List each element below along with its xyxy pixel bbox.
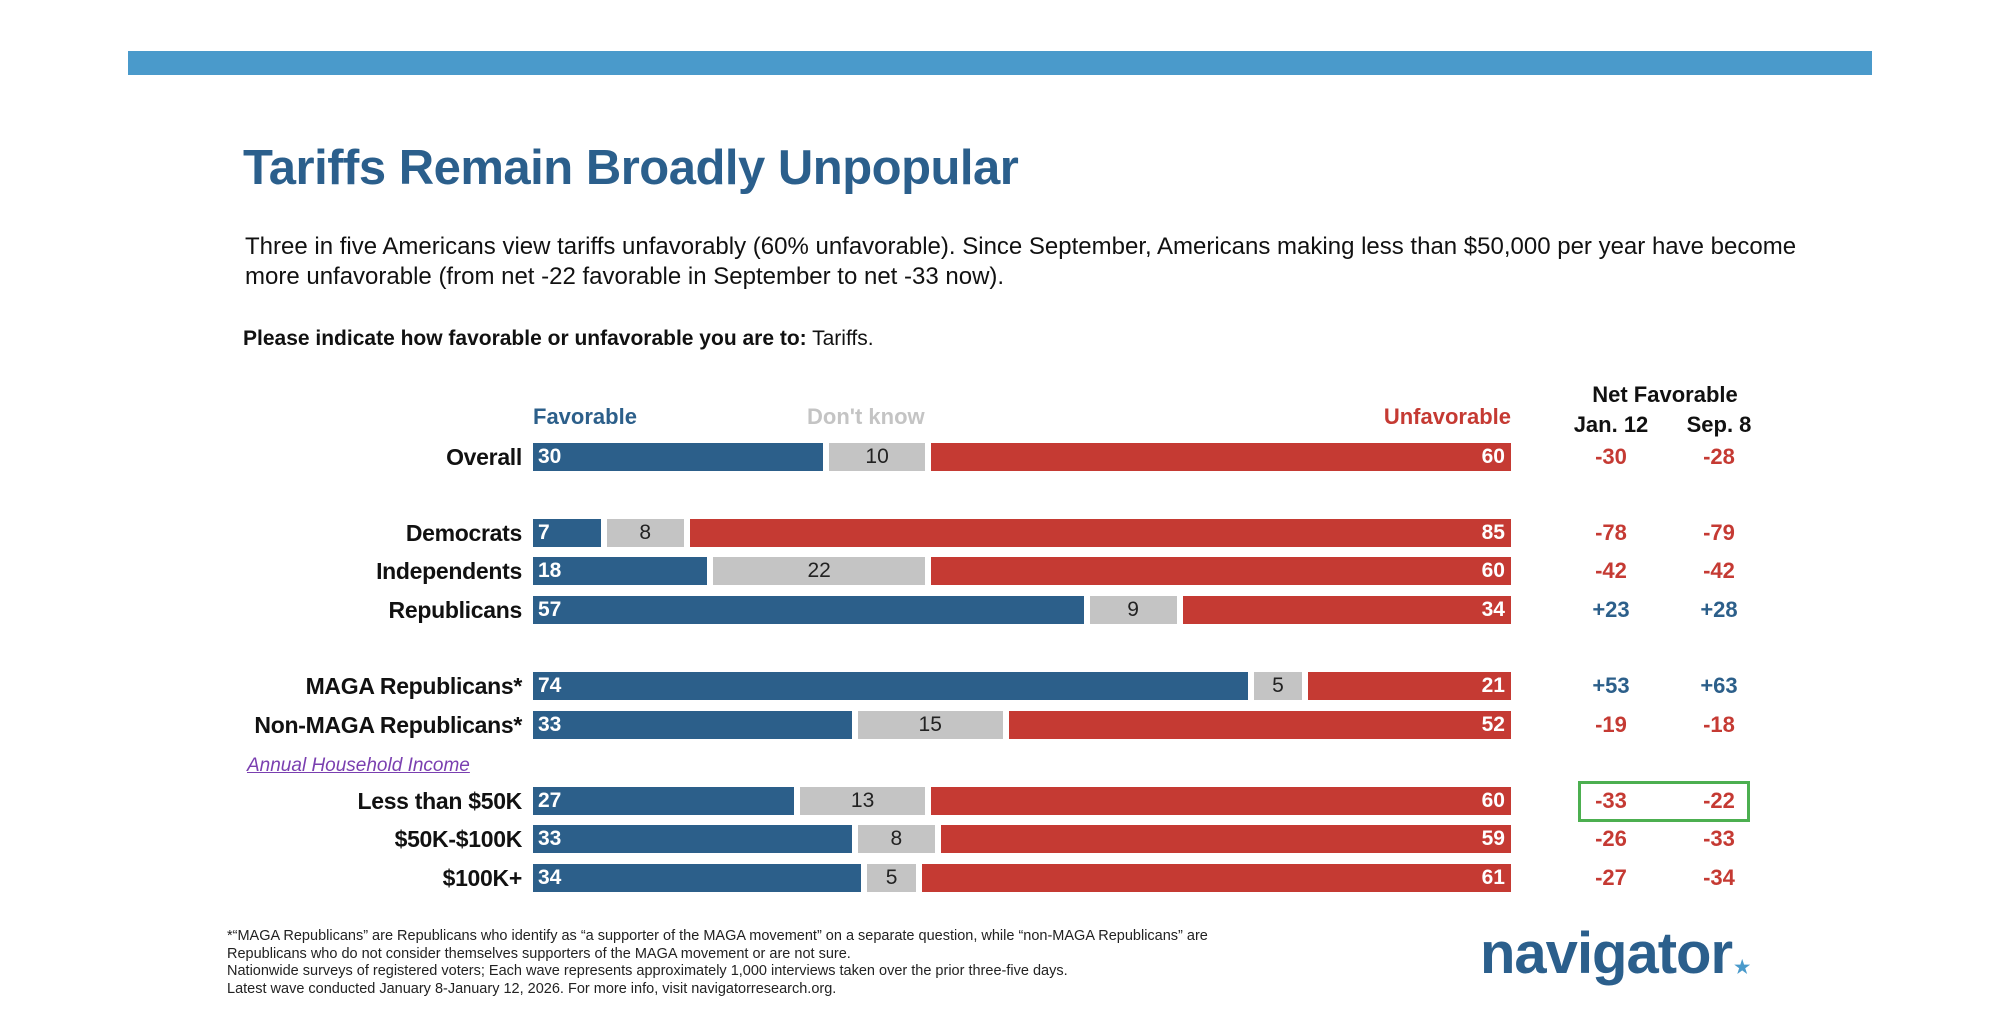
bar-unfavorable: 61 <box>921 864 1511 892</box>
net-favorable-value: -19 <box>1595 712 1627 737</box>
legend-favorable: Favorable <box>533 404 637 429</box>
row-label: Less than $50K <box>357 788 522 814</box>
bar-dont-know: 10 <box>828 443 926 471</box>
footnote-line: *“MAGA Republicans” are Republicans who … <box>227 928 1208 944</box>
bar-unfavorable: 85 <box>689 519 1511 547</box>
group-label-income: Annual Household Income <box>247 755 470 776</box>
bar-favorable: 33 <box>533 825 852 853</box>
row-label: Overall <box>446 444 522 470</box>
net-favorable-value: +53 <box>1592 673 1630 698</box>
bar-dont-know: 8 <box>606 519 684 547</box>
logo-text: navigator <box>1480 921 1733 986</box>
top-accent-bar <box>128 51 1872 75</box>
subtitle: Three in five Americans view tariffs unf… <box>245 233 1797 290</box>
footnote-line: Nationwide surveys of registered voters;… <box>227 963 1068 979</box>
bar-dont-know: 5 <box>1253 672 1303 700</box>
net-column-sep8: Sep. 8 <box>1686 412 1752 437</box>
net-favorable-value: -27 <box>1595 865 1627 890</box>
bar-favorable: 33 <box>533 711 852 739</box>
bar-unfavorable: 60 <box>931 557 1511 585</box>
bar-favorable: 27 <box>533 787 794 815</box>
bar-dont-know: 9 <box>1089 596 1177 624</box>
net-favorable-value: -22 <box>1703 788 1735 813</box>
bar-unfavorable: 52 <box>1008 711 1511 739</box>
footnote-line: Latest wave conducted January 8-January … <box>227 980 837 997</box>
net-favorable-value: -79 <box>1703 520 1735 545</box>
row-label: Republicans <box>388 597 523 623</box>
logo-star-icon: ★ <box>1734 957 1750 977</box>
net-favorable-value: +63 <box>1700 673 1738 698</box>
net-favorable-value: -26 <box>1595 826 1627 851</box>
question-prompt: Please indicate how favorable or unfavor… <box>243 327 807 350</box>
row-label: Independents <box>376 558 522 584</box>
bar-unfavorable: 34 <box>1182 596 1511 624</box>
bar-favorable: 74 <box>533 672 1248 700</box>
net-favorable-value: +28 <box>1700 597 1738 622</box>
page-title: Tariffs Remain Broadly Unpopular <box>243 141 1019 195</box>
highlight-box <box>1578 781 1750 822</box>
bar-dont-know: 5 <box>867 864 916 892</box>
bar-dont-know: 22 <box>712 557 926 585</box>
net-favorable-value: -18 <box>1703 712 1735 737</box>
bar-favorable: 57 <box>533 596 1084 624</box>
survey-question: Please indicate how favorable or unfavor… <box>243 327 874 351</box>
net-column-jan12: Jan. 12 <box>1573 412 1649 437</box>
bar-favorable: 30 <box>533 443 823 471</box>
net-favorable-value: +23 <box>1592 597 1630 622</box>
bar-dont-know: 13 <box>799 787 926 815</box>
net-favorable-value: -30 <box>1595 444 1627 469</box>
net-favorable-value: -34 <box>1703 865 1735 890</box>
net-favorable-value: -42 <box>1595 558 1627 583</box>
legend-dont-know: Don't know <box>807 404 925 429</box>
navigator-logo: navigator ★ <box>1480 920 1750 987</box>
row-label: MAGA Republicans* <box>305 673 523 699</box>
bar-favorable: 34 <box>533 864 862 892</box>
footnote: *“MAGA Republicans” are Republicans who … <box>227 928 1208 998</box>
row-label: $50K-$100K <box>394 826 523 852</box>
footnote-line: Republicans who do not consider themselv… <box>227 945 851 962</box>
question-subject: Tariffs. <box>806 327 874 350</box>
row-label: $100K+ <box>442 865 523 891</box>
net-favorable-value: -28 <box>1703 444 1735 469</box>
bar-dont-know: 15 <box>857 711 1003 739</box>
net-favorable-value: -33 <box>1595 788 1627 813</box>
bar-unfavorable: 21 <box>1308 672 1511 700</box>
net-favorable-header: Net Favorable <box>1592 382 1738 407</box>
bar-favorable: 18 <box>533 557 707 585</box>
legend-unfavorable: Unfavorable <box>1383 404 1511 429</box>
bar-unfavorable: 59 <box>941 825 1511 853</box>
net-favorable-value: -42 <box>1703 558 1735 583</box>
bar-unfavorable: 60 <box>931 443 1511 471</box>
net-favorable-value: -78 <box>1595 520 1627 545</box>
net-favorable-value: -33 <box>1703 826 1735 851</box>
row-label: Non-MAGA Republicans* <box>254 712 522 738</box>
bar-unfavorable: 60 <box>931 787 1511 815</box>
bar-dont-know: 8 <box>857 825 936 853</box>
row-label: Democrats <box>405 520 522 546</box>
bar-favorable: 7 <box>533 519 601 547</box>
